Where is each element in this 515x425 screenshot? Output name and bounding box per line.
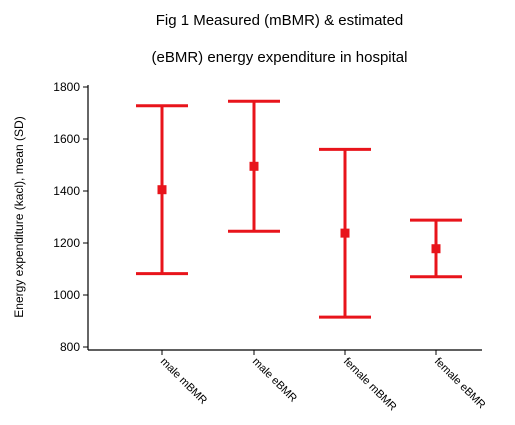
x-category-label-3: female eBMR xyxy=(432,356,488,412)
mean-marker-0 xyxy=(157,185,167,195)
y-tick-label-1000: 1000 xyxy=(53,288,80,302)
y-tick-label-1800: 1800 xyxy=(53,80,80,94)
error-bar-3 xyxy=(410,218,462,279)
x-axis-categories: male mBMR male eBMR female mBMR female eBMR xyxy=(158,350,488,413)
mean-marker-2 xyxy=(340,228,350,238)
chart-title-line-1: Fig 1 Measured (mBMR) & estimated xyxy=(155,12,404,29)
x-category-label-0: male mBMR xyxy=(158,356,209,407)
y-axis-ticks: 800 1000 1200 1400 1600 1800 xyxy=(53,80,88,354)
error-bar-2 xyxy=(319,147,371,319)
error-bars xyxy=(136,99,462,319)
x-category-label-1: male eBMR xyxy=(250,356,299,405)
error-bar-0 xyxy=(136,104,188,276)
y-tick-label-800: 800 xyxy=(60,340,80,354)
error-bar-1 xyxy=(228,99,280,233)
y-tick-label-1600: 1600 xyxy=(53,132,80,146)
y-tick-label-1400: 1400 xyxy=(53,184,80,198)
y-tick-label-1200: 1200 xyxy=(53,236,80,250)
mean-marker-3 xyxy=(431,244,441,254)
x-category-label-2: female mBMR xyxy=(341,356,399,414)
axes xyxy=(87,85,482,351)
chart-title-line-2: (eBMR) energy expenditure in hospital xyxy=(151,49,408,66)
mean-marker-1 xyxy=(249,161,259,171)
y-axis-label: Energy expenditure (kacl), mean (SD) xyxy=(12,116,26,317)
